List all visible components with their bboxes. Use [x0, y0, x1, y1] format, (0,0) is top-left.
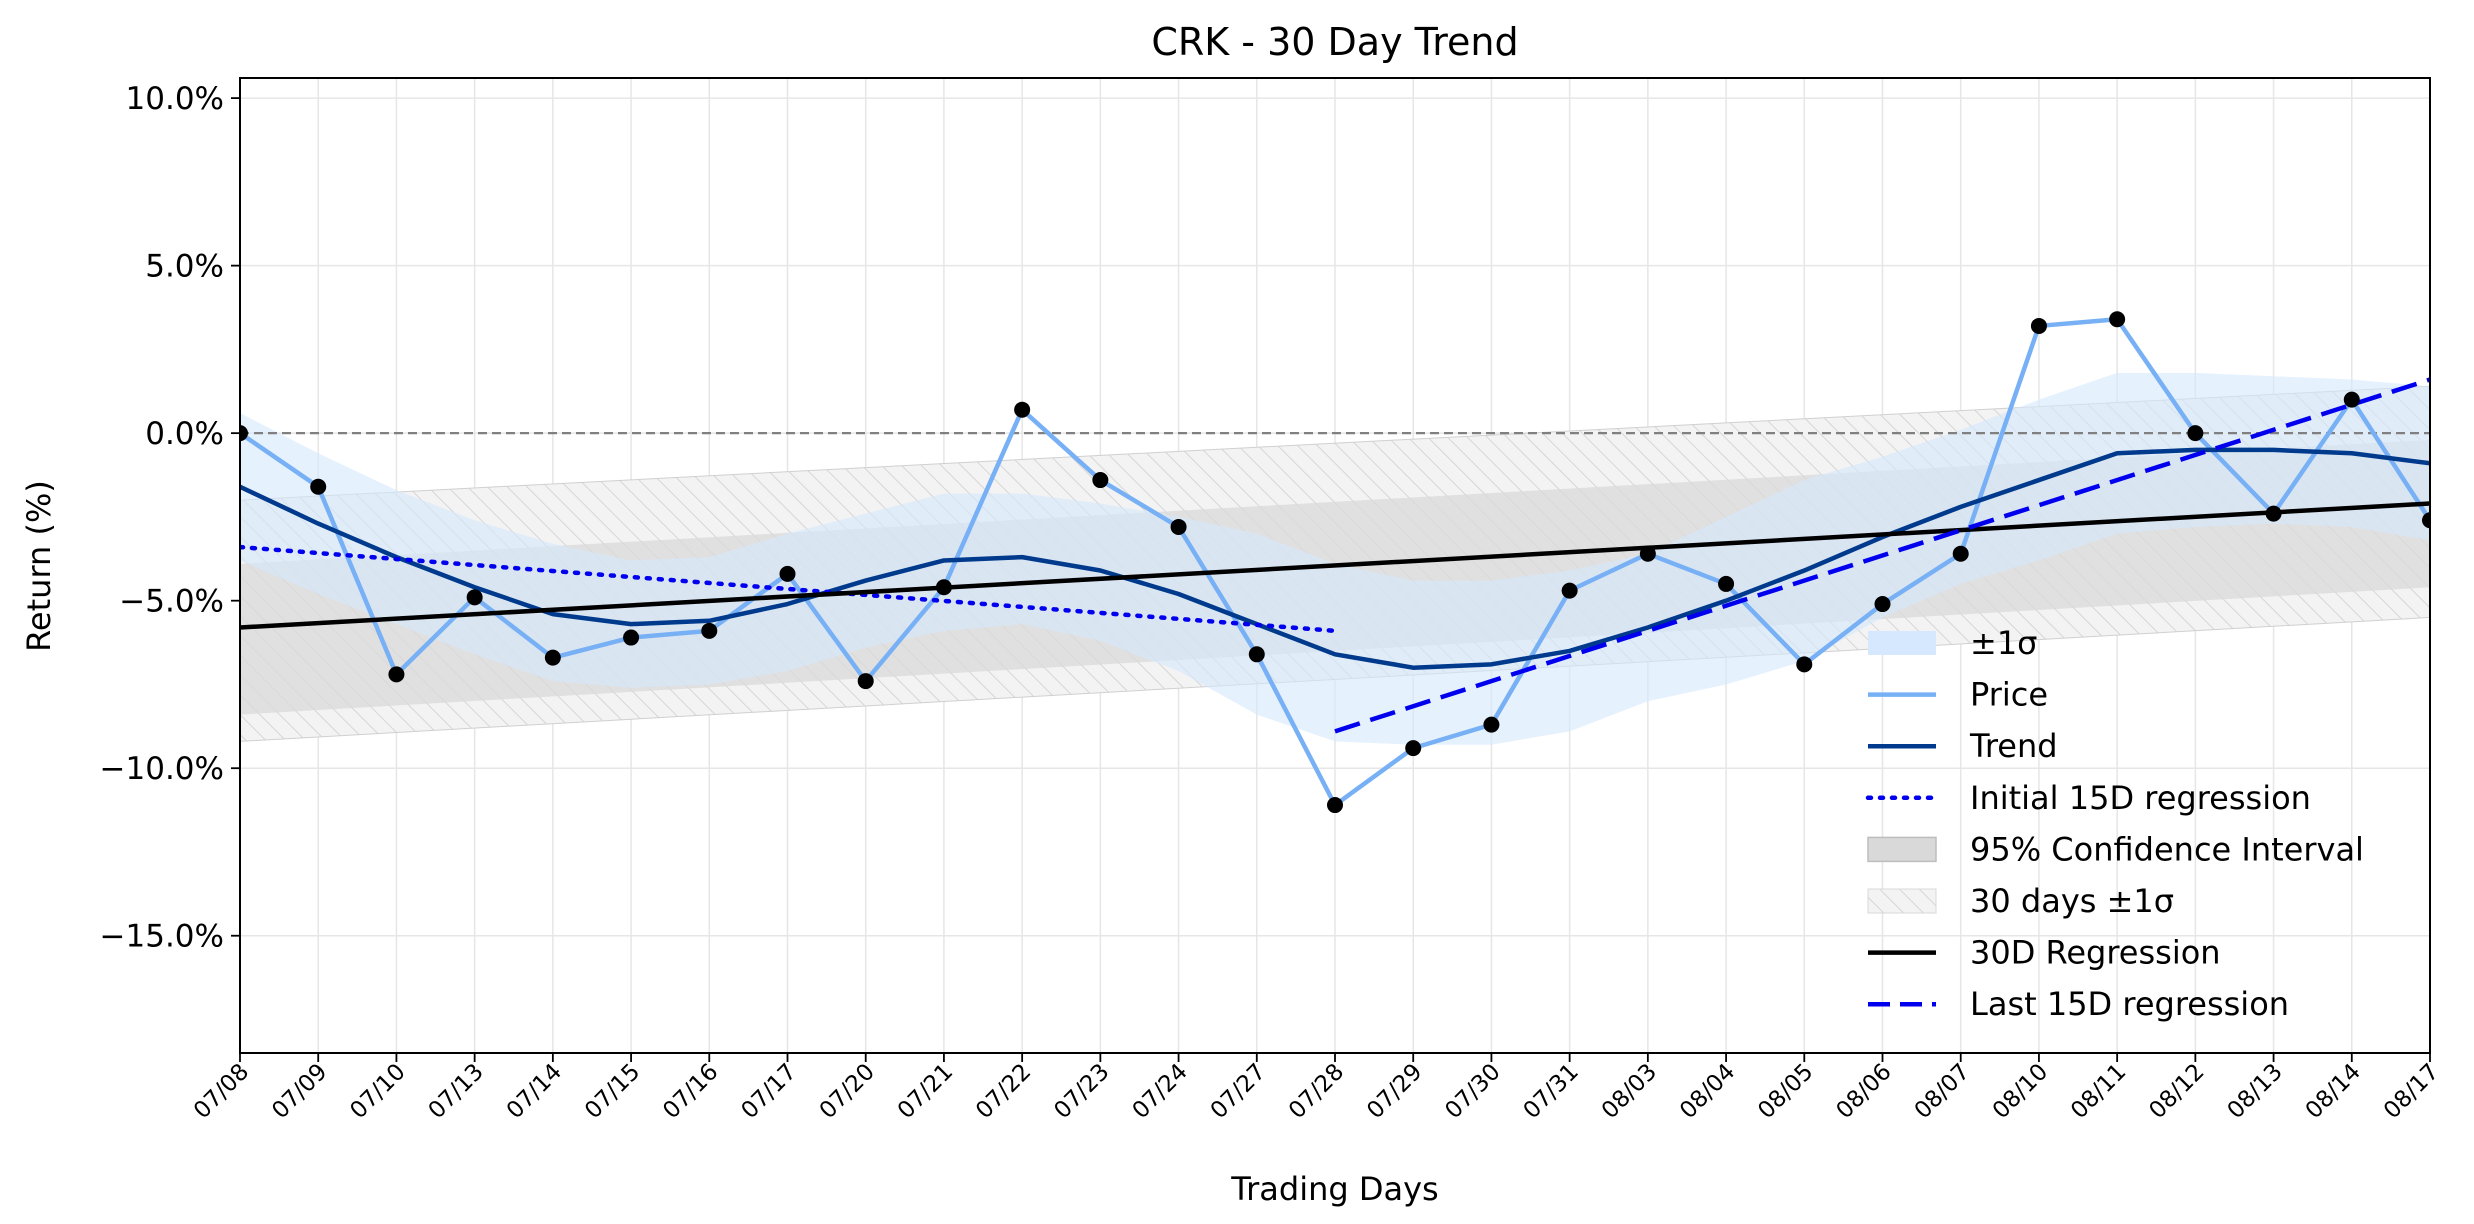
price-point	[2030, 317, 2047, 334]
price-point	[1796, 656, 1813, 673]
x-tick-label: 08/17	[2379, 1059, 2444, 1124]
plot-area	[240, 311, 2430, 814]
x-tick-label: 07/10	[345, 1059, 410, 1124]
x-tick-label: 08/05	[1753, 1059, 1818, 1124]
price-point	[1405, 740, 1422, 757]
price-point	[1092, 472, 1109, 489]
price-point	[701, 622, 718, 639]
x-tick-label: 07/29	[1362, 1059, 1427, 1124]
x-tick-label: 07/23	[1049, 1059, 1114, 1124]
price-point	[544, 649, 561, 666]
price-point	[1327, 797, 1343, 814]
x-tick-label: 08/13	[2223, 1059, 2288, 1124]
price-point	[2265, 505, 2282, 522]
x-tick-label: 07/31	[1519, 1059, 1584, 1124]
y-tick-label: −5.0%	[119, 584, 224, 620]
price-point	[2422, 512, 2430, 529]
x-tick-label: 07/22	[971, 1059, 1036, 1124]
x-tick-label: 07/28	[1284, 1059, 1349, 1124]
x-tick-label: 07/17	[736, 1059, 801, 1124]
chart-title: CRK - 30 Day Trend	[1151, 20, 1518, 64]
x-axis-label: Trading Days	[1230, 1170, 1438, 1208]
legend-label-price: Price	[1970, 676, 2048, 714]
price-point	[2109, 311, 2126, 328]
x-tick-label: 07/21	[893, 1059, 958, 1124]
x-tick-label: 08/14	[2301, 1059, 2366, 1124]
x-tick-label: 08/04	[1675, 1059, 1740, 1124]
y-tick-label: 0.0%	[145, 416, 224, 452]
x-tick-label: 07/16	[658, 1059, 723, 1124]
price-point	[1874, 596, 1891, 613]
x-tick-label: 07/20	[815, 1059, 880, 1124]
price-point	[1952, 545, 1969, 562]
legend-label-95-confidence-interval: 95% Confidence Interval	[1970, 830, 2364, 868]
y-tick-label: 5.0%	[145, 249, 224, 285]
x-tick-label: 07/27	[1206, 1059, 1271, 1124]
legend-swatch-30-days-1-	[1867, 888, 1937, 914]
y-tick-label: −15.0%	[100, 919, 224, 955]
price-point	[1639, 545, 1656, 562]
x-tick-label: 07/08	[189, 1059, 254, 1124]
x-tick-label: 08/06	[1831, 1059, 1896, 1124]
price-point	[310, 478, 327, 495]
price-point	[857, 673, 874, 690]
x-tick-label: 08/07	[1910, 1059, 1975, 1124]
y-tick-label: 10.0%	[126, 81, 224, 117]
series-initial-15d-regression	[240, 544, 1338, 634]
x-tick-label: 08/10	[1988, 1059, 2053, 1124]
x-tick-label: 07/09	[267, 1059, 332, 1124]
price-point	[1170, 518, 1187, 535]
legend-swatch--1-	[1868, 631, 1936, 655]
price-point	[2343, 391, 2360, 408]
x-tick-label: 07/30	[1440, 1059, 1505, 1124]
legend-label-initial-15d-regression: Initial 15D regression	[1970, 779, 2311, 817]
x-tick-label: 08/12	[2144, 1059, 2209, 1124]
price-point	[2187, 425, 2204, 442]
x-tick-label: 07/13	[424, 1059, 489, 1124]
legend-label-30-days-1-: 30 days ±1σ	[1970, 882, 2174, 920]
price-point	[1248, 646, 1265, 663]
price-point	[466, 589, 483, 606]
legend: ±1σ Price Trend Initial 15D regression 95% C…	[1865, 624, 2364, 1023]
price-point	[1014, 401, 1031, 418]
legend-label--1-: ±1σ	[1970, 624, 2037, 662]
legend-label-trend: Trend	[1969, 727, 2058, 765]
x-tick-label: 08/03	[1597, 1059, 1662, 1124]
legend-label-last-15d-regression: Last 15D regression	[1970, 985, 2289, 1023]
price-point	[1483, 716, 1500, 733]
band-sigma	[240, 372, 2430, 745]
series-trend	[240, 447, 2430, 670]
legend-swatch-95-confidence-interval	[1867, 836, 1937, 863]
price-point	[779, 565, 796, 582]
x-tick-label: 07/15	[580, 1059, 645, 1124]
price-point	[623, 629, 640, 646]
price-point	[1561, 582, 1578, 599]
price-point	[935, 579, 952, 596]
x-tick-label: 08/11	[2066, 1059, 2131, 1124]
series-30d-regression	[240, 501, 2430, 630]
legend-label-30d-regression: 30D Regression	[1970, 934, 2221, 972]
series-last-15d-regression	[1334, 377, 2430, 734]
price-point	[388, 666, 405, 683]
y-axis-label: Return (%)	[20, 480, 58, 652]
x-tick-label: 07/24	[1128, 1059, 1193, 1124]
price-point	[240, 425, 248, 442]
price-point	[1718, 575, 1735, 592]
x-tick-label: 07/14	[502, 1059, 567, 1124]
y-tick-label: −10.0%	[100, 751, 224, 787]
